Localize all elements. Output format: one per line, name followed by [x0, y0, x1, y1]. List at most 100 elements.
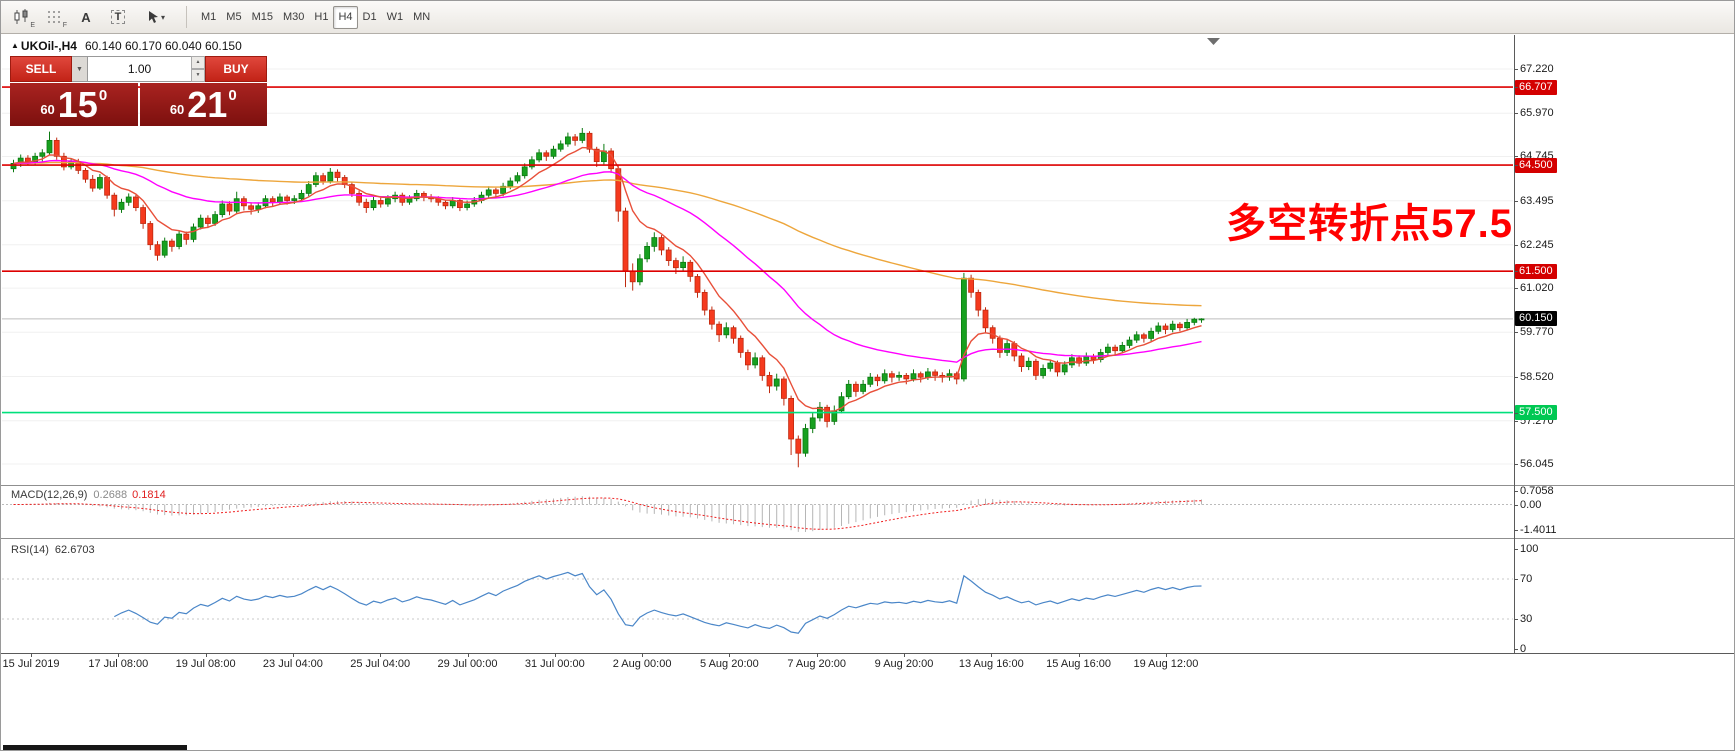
cursor-tool-button[interactable]: ▾ [135, 5, 177, 29]
candle-body [1155, 325, 1162, 332]
candle-body [802, 428, 809, 454]
timeframe-button-d1[interactable]: D1 [358, 6, 382, 29]
candle-body [737, 337, 744, 353]
sell-price-int: 60 [40, 102, 55, 117]
candle-body [406, 198, 413, 203]
candle-body [140, 207, 147, 224]
candle-body [809, 417, 816, 429]
candle-body [593, 148, 600, 162]
timeframe-button-m5[interactable]: M5 [221, 6, 246, 29]
candle-body [212, 214, 219, 224]
candle-body [572, 136, 578, 141]
candle-body [795, 438, 802, 454]
chart-window[interactable] [1, 34, 1734, 750]
chart-type-button[interactable]: E [7, 5, 37, 29]
candle-body [305, 184, 312, 194]
candle-body [925, 371, 931, 378]
timeframe-button-m30[interactable]: M30 [278, 6, 309, 29]
volume-increase-button[interactable]: ▲ [191, 56, 205, 69]
candle-body [1061, 364, 1068, 373]
timeframe-button-mn[interactable]: MN [408, 6, 435, 29]
candle-body [665, 249, 672, 262]
candle-body [132, 196, 139, 209]
rsi-value: 62.6703 [54, 544, 95, 556]
macd-name: MACD(12,26,9) [11, 489, 88, 501]
candle-body [651, 237, 658, 247]
candle-body [629, 270, 636, 283]
horizontal-scrollbar[interactable] [1, 744, 1734, 750]
icon-sub-label: E [30, 22, 35, 29]
candle-body [233, 198, 240, 212]
candle-body [1126, 339, 1133, 346]
candle-body [363, 201, 370, 209]
candle-body [1177, 323, 1183, 329]
candle-body [759, 357, 766, 376]
candle-body [788, 397, 794, 440]
volume-input[interactable]: 1.00 [88, 56, 191, 82]
panel-separator[interactable] [1, 538, 1734, 539]
buy-button[interactable]: BUY [205, 56, 267, 82]
candle-body [190, 226, 197, 240]
candle-body [32, 155, 39, 163]
candle-body [327, 171, 334, 182]
chart-shift-marker-icon [1207, 38, 1220, 45]
text-box-button[interactable]: T [103, 5, 133, 29]
candle-body [82, 169, 89, 180]
text-annotation-button[interactable]: A [71, 5, 101, 29]
candle-body [1047, 362, 1054, 369]
volume-value: 1.00 [127, 62, 152, 76]
buy-price-display[interactable]: 60 21 0 [139, 83, 267, 126]
volume-decrease-button[interactable]: ▼ [191, 69, 205, 82]
candle-body [932, 371, 938, 376]
candle-body [896, 374, 902, 378]
grid-dots-icon [48, 11, 60, 23]
candle-body [1018, 355, 1025, 368]
letter-a-icon: A [81, 9, 91, 25]
candle-body [1198, 318, 1205, 321]
candle-body [1004, 343, 1010, 353]
candle-body [1105, 346, 1111, 353]
candle-body [881, 373, 888, 382]
ohlc-readout: 60.140 60.170 60.040 60.150 [84, 39, 242, 53]
candle-body [853, 383, 859, 392]
timeframe-button-h1[interactable]: H1 [309, 6, 333, 29]
timeframe-button-w1[interactable]: W1 [382, 6, 409, 29]
candle-body [1184, 321, 1190, 329]
candle-body [276, 196, 283, 203]
macd-main-value: 0.2688 [93, 489, 128, 501]
candle-body [53, 139, 60, 157]
candle-body [89, 178, 96, 189]
candle-body [586, 132, 593, 150]
candle-body [1133, 334, 1140, 341]
candle-body [492, 189, 499, 194]
rsi-panel-canvas[interactable] [1, 541, 1514, 653]
candle-body [176, 233, 183, 247]
sell-price-display[interactable]: 60 15 0 [10, 83, 138, 126]
candle-body [168, 240, 175, 247]
candle-body [946, 373, 953, 378]
volume-dropdown-button[interactable]: ▼ [72, 56, 88, 82]
candle-body [197, 217, 204, 228]
macd-panel-canvas[interactable] [1, 486, 1514, 537]
price-axis-line [1514, 35, 1515, 653]
grid-button[interactable]: F [39, 5, 69, 29]
panel-separator[interactable] [1, 485, 1734, 486]
candle-body [773, 378, 780, 387]
scrollbar-thumb[interactable] [3, 745, 187, 750]
candle-body [348, 184, 355, 194]
candle-body [766, 374, 773, 387]
candle-body [730, 327, 737, 339]
candle-body [903, 374, 910, 380]
sell-button[interactable]: SELL [10, 56, 72, 82]
candle-body [97, 177, 103, 189]
candle-body [701, 291, 708, 311]
toolbar: E F A T ▾ M1 M5 M15 M30 H1 H4 D1 W1 MN [1, 1, 1734, 34]
timeframe-button-h4[interactable]: H4 [333, 5, 358, 29]
moving-average-line [13, 161, 1202, 307]
candle-body [910, 373, 917, 380]
timeframe-button-m1[interactable]: M1 [196, 6, 221, 29]
timeframe-button-m15[interactable]: M15 [247, 6, 278, 29]
candle-body [442, 201, 449, 207]
candle-body [377, 200, 384, 205]
